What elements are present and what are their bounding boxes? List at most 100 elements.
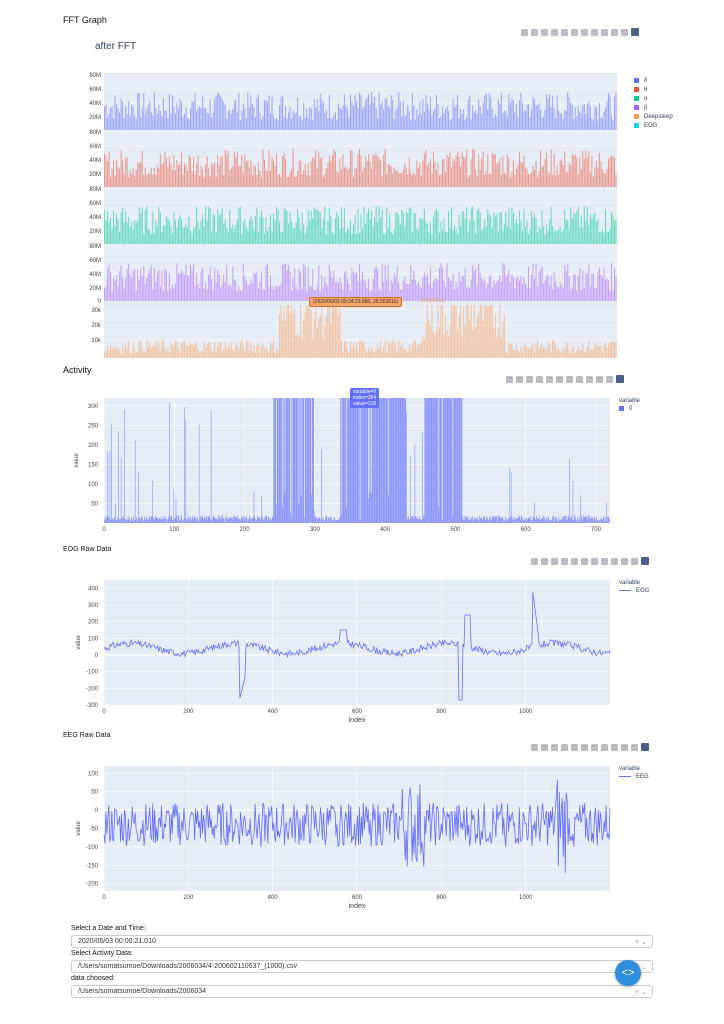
hover-compare-icon[interactable] <box>631 557 638 565</box>
fft-bar <box>346 170 348 187</box>
pan-icon[interactable] <box>551 743 558 751</box>
zoom-in-icon[interactable] <box>571 557 578 565</box>
activity-bar <box>317 519 319 523</box>
activity-modebar[interactable] <box>506 375 624 383</box>
camera-icon[interactable] <box>531 743 538 751</box>
camera-icon[interactable] <box>506 375 513 383</box>
zoom-in-icon[interactable] <box>571 743 578 751</box>
activity-bar <box>312 398 313 523</box>
autoscale-icon[interactable] <box>591 743 598 751</box>
hover-closest-icon[interactable] <box>621 743 628 751</box>
spike-lines-icon[interactable] <box>611 557 618 565</box>
activity-bar <box>388 398 390 523</box>
legend-item[interactable]: EOG <box>619 586 649 595</box>
autoscale-icon[interactable] <box>566 375 573 383</box>
activity-legend[interactable]: variable 0 <box>619 398 640 413</box>
fft-bar <box>182 272 184 301</box>
box-select-icon[interactable] <box>536 375 543 383</box>
pan-icon[interactable] <box>526 375 533 383</box>
home-icon[interactable] <box>591 28 598 36</box>
date-dropdown[interactable]: 2020/06/03 00:00:21.010 × ⌄ <box>71 935 653 948</box>
hover-compare-icon[interactable] <box>631 743 638 751</box>
chevron-down-icon[interactable]: ⌄ <box>641 939 647 946</box>
eog-modebar[interactable] <box>531 557 649 565</box>
legend-item[interactable]: EEG <box>619 772 649 781</box>
chevron-down-icon[interactable]: ⌄ <box>641 964 647 971</box>
fft-bar <box>209 176 211 187</box>
home-icon[interactable] <box>576 375 583 383</box>
home-icon[interactable] <box>601 557 608 565</box>
pan-icon[interactable] <box>541 28 548 36</box>
activity-bar <box>259 516 260 523</box>
zoom-in-icon[interactable] <box>546 375 553 383</box>
fft-bar <box>395 109 397 130</box>
debug-toggle-button[interactable]: <> <box>615 960 641 986</box>
plotly-logo-icon[interactable] <box>631 28 639 36</box>
clear-icon[interactable]: × <box>635 939 640 946</box>
fft-bar <box>374 217 376 244</box>
box-select-icon[interactable] <box>551 28 558 36</box>
spike-lines-icon[interactable] <box>601 28 608 36</box>
fft-legend-item[interactable]: β <box>634 103 673 112</box>
chevron-down-icon[interactable]: ⌄ <box>641 989 647 996</box>
fft-bar <box>405 211 407 244</box>
hover-closest-icon[interactable] <box>621 557 628 565</box>
fft-legend-item[interactable]: Deepsleep <box>634 112 673 121</box>
fft-legend-item[interactable]: θ <box>634 85 673 94</box>
zoom-out-icon[interactable] <box>556 375 563 383</box>
activity-data-dropdown[interactable]: /Users/somatsumoe/Downloads/2006034/4-20… <box>71 960 653 973</box>
fft-legend-item[interactable]: δ <box>634 76 673 85</box>
spike-lines-icon[interactable] <box>586 375 593 383</box>
dropdown-controls[interactable]: × ⌄ <box>635 988 647 996</box>
hover-compare-icon[interactable] <box>606 375 613 383</box>
fft-bar <box>196 111 198 130</box>
zoom-icon[interactable] <box>541 743 548 751</box>
fft-bar <box>324 173 326 187</box>
data-choosed-dropdown[interactable]: /Users/somatsumoe/Downloads/2006034 × ⌄ <box>71 985 653 998</box>
home-icon[interactable] <box>601 743 608 751</box>
plotly-logo-icon[interactable] <box>616 375 624 383</box>
autoscale-icon[interactable] <box>591 557 598 565</box>
hover-compare-icon[interactable] <box>621 28 628 36</box>
plotly-logo-icon[interactable] <box>641 557 649 565</box>
zoom-icon[interactable] <box>531 28 538 36</box>
fft-chart[interactable]: 80M60M40M20M80M60M40M20M80M60M40M20M80M6… <box>0 70 724 370</box>
hover-closest-icon[interactable] <box>596 375 603 383</box>
autoscale-icon[interactable] <box>581 28 588 36</box>
fft-bar <box>601 229 603 244</box>
fft-legend-item[interactable]: EOG <box>634 121 673 130</box>
box-select-icon[interactable] <box>561 743 568 751</box>
fft-modebar[interactable] <box>521 28 639 36</box>
zoom-in-icon[interactable] <box>561 28 568 36</box>
camera-icon[interactable] <box>531 557 538 565</box>
pan-icon[interactable] <box>551 557 558 565</box>
camera-icon[interactable] <box>521 28 528 36</box>
dropdown-controls[interactable]: × ⌄ <box>635 938 647 946</box>
hover-closest-icon[interactable] <box>611 28 618 36</box>
fft-legend-item[interactable]: α <box>634 94 673 103</box>
eeg-modebar[interactable] <box>531 743 649 751</box>
eog-legend[interactable]: variable EOG <box>619 580 649 595</box>
legend-item[interactable]: 0 <box>619 404 640 413</box>
clear-icon[interactable]: × <box>635 989 640 996</box>
zoom-out-icon[interactable] <box>571 28 578 36</box>
zoom-icon[interactable] <box>516 375 523 383</box>
activity-bar <box>159 518 161 523</box>
box-select-icon[interactable] <box>561 557 568 565</box>
zoom-icon[interactable] <box>541 557 548 565</box>
fft-legend[interactable]: δ θ α β Deepsleep EOG <box>634 76 673 130</box>
fft-bar <box>159 154 161 187</box>
fft-bar <box>244 107 246 130</box>
eeg-legend[interactable]: variable EEG <box>619 766 649 781</box>
spike-lines-icon[interactable] <box>611 743 618 751</box>
fft-bar <box>202 213 204 244</box>
zoom-out-icon[interactable] <box>581 557 588 565</box>
activity-bar <box>490 518 492 523</box>
fft-bar <box>597 120 599 130</box>
plotly-logo-icon[interactable] <box>641 743 649 751</box>
activity-bar <box>359 520 361 523</box>
zoom-out-icon[interactable] <box>581 743 588 751</box>
